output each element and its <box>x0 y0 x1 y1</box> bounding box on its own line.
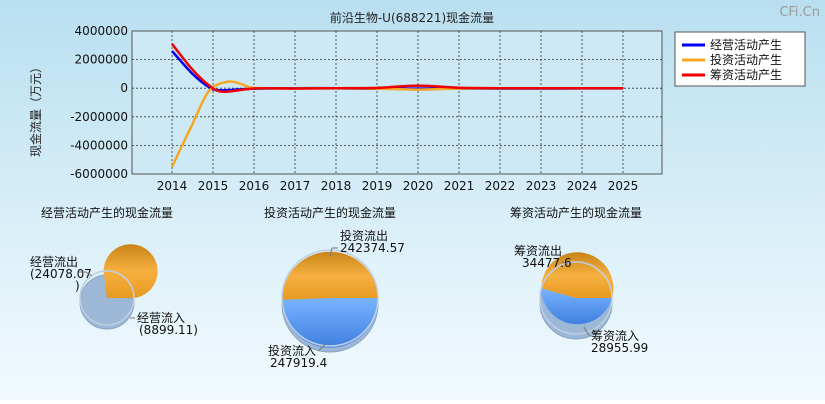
y-tick-label: -6000000 <box>70 167 128 181</box>
pie-investing-outflow-slice <box>282 251 378 300</box>
x-tick-label: 2018 <box>321 179 352 193</box>
pie-operating: 经营活动产生的现金流量 经营流出 (24078.07 ) 经营流入 (8899.… <box>30 205 198 337</box>
pie-operating-outflow-value-line1: (24078.07 <box>30 267 92 281</box>
x-tick-label: 2019 <box>362 179 393 193</box>
pie-financing-inflow-slice <box>541 288 612 325</box>
pie-operating-rim <box>79 270 135 326</box>
x-tick-label: 2020 <box>403 179 434 193</box>
legend-label-financing: 筹资活动产生 <box>710 68 782 82</box>
x-tick-label: 2023 <box>526 179 557 193</box>
pie-investing-rim <box>281 249 379 347</box>
pie-operating-outflow-leader <box>79 271 93 277</box>
x-tick-label: 2024 <box>567 179 598 193</box>
y-tick-label: -2000000 <box>70 110 128 124</box>
pie-investing-slices <box>281 249 379 353</box>
x-tick-label: 2016 <box>239 179 270 193</box>
pie-financing-outflow-slice <box>541 252 614 298</box>
pie-financing-inflow-value: 28955.99 <box>591 341 648 355</box>
pie-investing-outflow-value: 242374.57 <box>340 241 405 255</box>
x-tick-labels: 2014 2015 2016 2017 2018 2019 2020 2021 2022 2023… <box>157 179 639 193</box>
x-tick-label: 2015 <box>198 179 229 193</box>
legend-label-investing: 投资活动产生 <box>710 52 782 67</box>
pie-investing-title: 投资活动产生的现金流量 <box>264 205 396 220</box>
pie-operating-inflow-value: (8899.11) <box>139 323 198 337</box>
y-tick-label: -4000000 <box>70 138 128 152</box>
pie-operating-title: 经营活动产生的现金流量 <box>41 205 173 220</box>
y-tick-labels: 4000000 2000000 0 -2000000 -4000000 -6000000 <box>70 24 128 181</box>
pie-operating-outflow-label: 经营流出 <box>30 255 78 269</box>
legend: 经营活动产生 投资活动产生 筹资活动产生 <box>674 31 806 87</box>
pie-financing-title: 筹资活动产生的现金流量 <box>510 205 642 220</box>
y-tick-label: 4000000 <box>75 24 128 38</box>
pie-investing-outflow-leader <box>329 247 338 257</box>
x-tick-label: 2025 <box>608 179 639 193</box>
x-tick-label: 2014 <box>157 179 188 193</box>
pie-investing-outflow-label: 投资流出 <box>340 228 388 243</box>
x-tick-label: 2022 <box>485 179 516 193</box>
pie-investing-inflow-label: 投资流入 <box>268 343 316 358</box>
y-axis-label: 现金流量（万元） <box>28 61 43 157</box>
series-lines <box>170 43 623 168</box>
pie-financing-outflow-value: 34477.6 <box>522 256 572 270</box>
series-line-financing <box>171 43 623 94</box>
line-chart: 400000020000000-2000000-4000000-6000000 … <box>70 24 663 193</box>
pie-financing-slices <box>539 252 614 340</box>
pie-investing-inflow-value: 247919.4 <box>270 356 327 370</box>
pie-operating-outflow-slice <box>103 244 158 298</box>
y-tick-label: 2000000 <box>75 53 128 67</box>
pie-financing-inflow-leader <box>583 326 591 337</box>
pie-investing: 投资活动产生的现金流量 投资流出 242374.57 投资流入 247919.4 <box>264 205 405 370</box>
pie-financing-outflow-leader <box>561 261 569 265</box>
pie-investing-inflow-leader <box>317 341 327 352</box>
pie-financing-outflow-label: 筹资流出 <box>514 244 562 258</box>
line-chart-title: 前沿生物-U(688221)现金流量 <box>330 10 494 25</box>
pie-financing: 筹资活动产生的现金流量 筹资流出 34477.6 筹资流入 28955.99 <box>510 205 648 355</box>
legend-label-operating: 经营活动产生 <box>710 38 782 52</box>
pie-financing-inflow-label: 筹资流入 <box>591 329 639 343</box>
pie-operating-slices <box>79 244 158 330</box>
x-tick-label: 2021 <box>444 179 475 193</box>
pie-operating-outflow-value-line2: ) <box>75 279 80 293</box>
legend-box <box>674 31 806 87</box>
pie-operating-inflow-label: 经营流入 <box>137 311 185 325</box>
x-tick-label: 2017 <box>280 179 311 193</box>
watermark: CFi.Cn <box>779 5 820 20</box>
y-tick-label: 0 <box>120 81 128 95</box>
plot-area <box>131 30 663 175</box>
pie-financing-rim <box>539 261 613 335</box>
pie-investing-inflow-slice <box>282 298 379 348</box>
